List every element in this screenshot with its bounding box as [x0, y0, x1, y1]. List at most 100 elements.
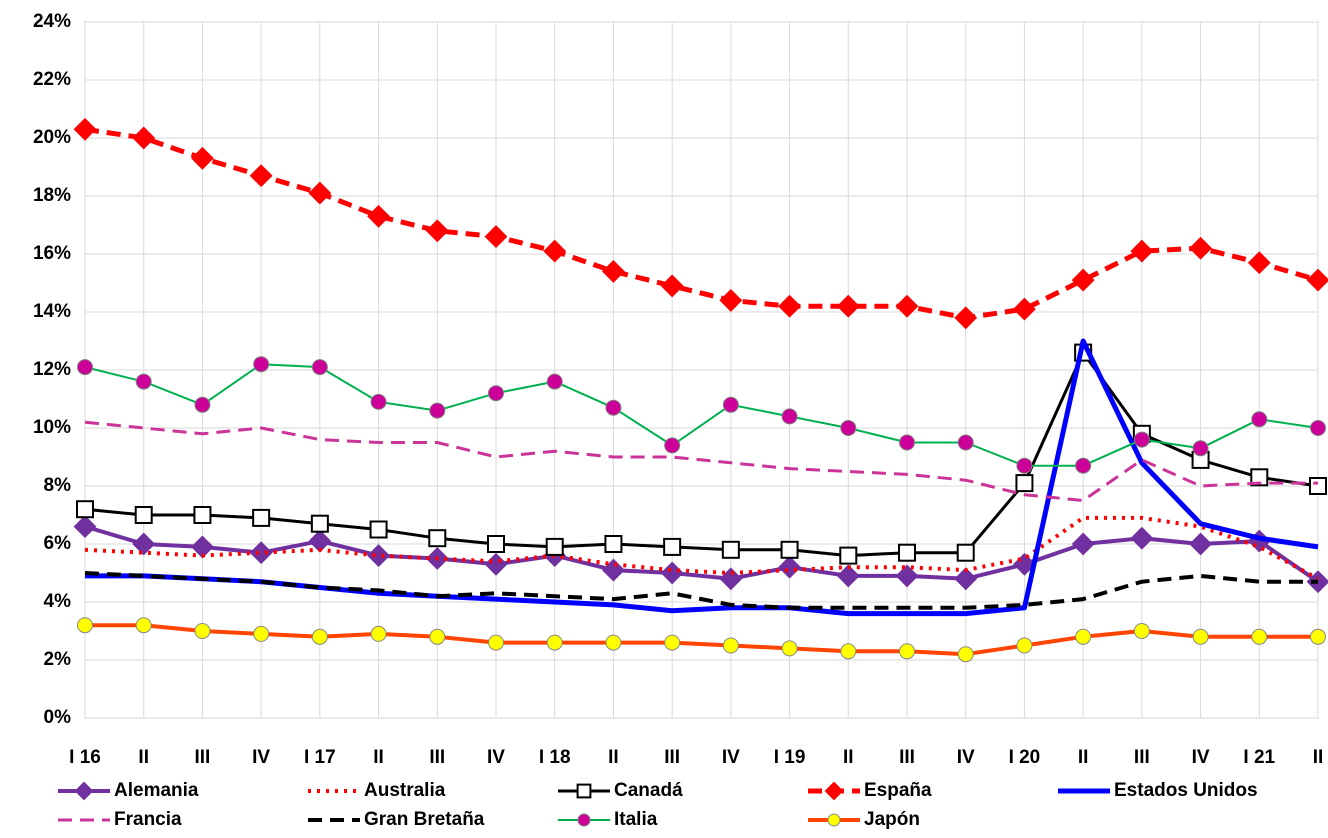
marker [253, 625, 270, 642]
x-tick-label: IV [957, 747, 975, 768]
y-tick-label: 22% [33, 69, 71, 90]
marker [1075, 457, 1092, 474]
marker [778, 555, 801, 579]
marker [576, 783, 592, 799]
y-tick-label: 0% [44, 707, 72, 728]
legend-label: España [864, 780, 932, 801]
legend-label: Australia [364, 780, 446, 801]
marker [1310, 420, 1326, 436]
marker [545, 537, 564, 556]
x-tick-label: IV [722, 747, 740, 768]
y-tick-label: 8% [44, 475, 72, 496]
marker [781, 408, 798, 425]
marker [484, 225, 508, 249]
marker [605, 399, 622, 416]
x-tick-label: IV [252, 747, 270, 768]
x-tick-label: II [1078, 747, 1089, 768]
marker [722, 396, 739, 413]
y-tick-label: 14% [33, 301, 71, 322]
marker [899, 434, 915, 451]
x-tick-label: II [608, 747, 619, 768]
marker [827, 813, 841, 827]
marker [664, 634, 681, 651]
marker [1247, 251, 1271, 275]
marker [722, 637, 739, 654]
marker [660, 274, 684, 298]
x-tick-label: III [899, 747, 915, 768]
marker [839, 546, 858, 565]
marker [77, 359, 93, 376]
marker [721, 540, 740, 559]
y-tick-label: 4% [44, 591, 72, 612]
marker [840, 420, 857, 436]
marker [663, 537, 682, 556]
marker [428, 529, 447, 548]
x-tick-label: II [1313, 747, 1324, 768]
y-tick-label: 12% [33, 359, 71, 380]
marker [1130, 239, 1154, 263]
marker [252, 508, 271, 527]
legend-label: Francia [114, 809, 182, 830]
marker [605, 634, 622, 651]
x-tick-label: II [843, 747, 854, 768]
marker [577, 813, 591, 827]
x-tick-label: III [1134, 747, 1150, 768]
x-tick-label: II [373, 747, 384, 768]
legend-label: Italia [614, 809, 658, 830]
marker [664, 437, 681, 454]
series-line [84, 571, 1318, 610]
marker [249, 164, 273, 188]
marker [836, 294, 860, 318]
marker [1306, 268, 1328, 292]
marker [73, 515, 97, 539]
marker [719, 567, 743, 591]
y-tick-label: 18% [33, 185, 71, 206]
marker [132, 532, 156, 556]
marker [836, 564, 860, 588]
marker [898, 543, 916, 562]
y-tick-label: 10% [33, 417, 71, 438]
y-tick-label: 16% [33, 243, 71, 264]
legend-label: Estados Unidos [1114, 780, 1258, 801]
x-tick-label: I 20 [1009, 747, 1041, 768]
marker [1013, 297, 1036, 321]
series-line [84, 126, 1319, 321]
marker [488, 385, 504, 402]
marker [249, 541, 273, 565]
marker [134, 506, 153, 524]
marker [546, 634, 563, 651]
marker [895, 564, 919, 588]
marker [73, 117, 97, 141]
marker [1075, 628, 1092, 645]
series-line [84, 420, 1318, 502]
marker [132, 126, 156, 150]
marker [1016, 637, 1033, 654]
y-tick-label: 6% [44, 533, 72, 554]
marker [602, 259, 625, 283]
x-tick-label: IV [1192, 747, 1210, 768]
marker [840, 643, 857, 660]
marker [310, 514, 329, 533]
x-tick-label: III [429, 747, 445, 768]
legend-label: Japón [864, 809, 920, 830]
marker [780, 540, 799, 559]
marker [1015, 474, 1034, 493]
legend-label: Canadá [614, 780, 683, 801]
marker [135, 617, 152, 634]
marker [194, 623, 211, 639]
marker [74, 781, 94, 801]
marker [1250, 468, 1269, 487]
marker [1133, 623, 1150, 639]
marker [1310, 628, 1326, 645]
marker [425, 219, 449, 243]
marker [367, 544, 390, 568]
y-tick-label: 20% [33, 127, 71, 148]
series-line [84, 524, 1320, 584]
marker [367, 204, 390, 228]
x-tick-label: II [138, 747, 149, 768]
marker [824, 781, 844, 801]
marker [194, 396, 211, 413]
y-tick-label: 24% [33, 11, 71, 32]
x-tick-label: I 16 [69, 747, 101, 768]
marker [76, 500, 94, 519]
